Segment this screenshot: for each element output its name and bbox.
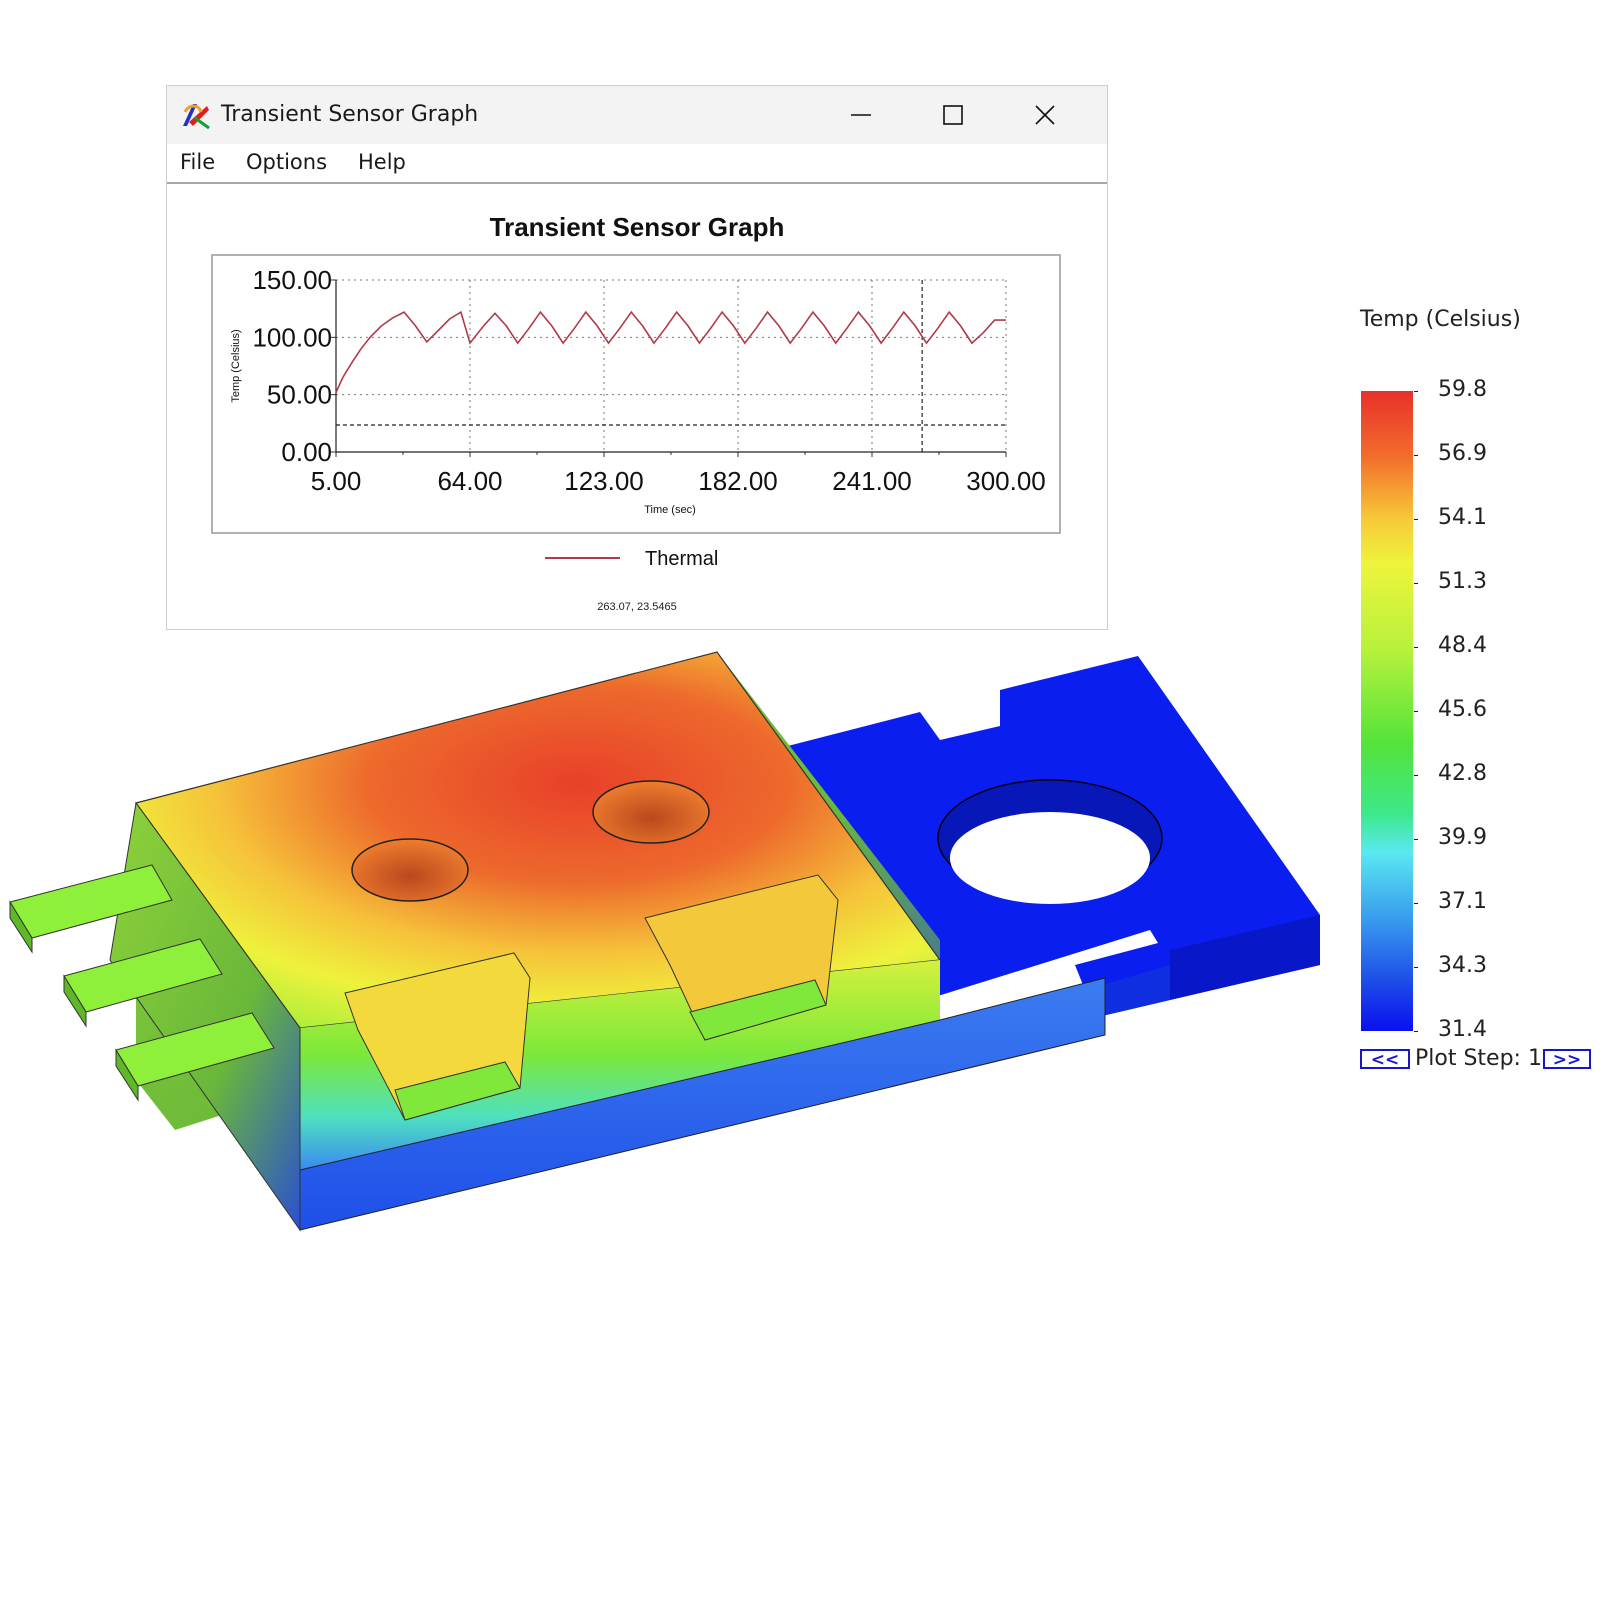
legend-thermal-swatch xyxy=(545,557,620,559)
window-title: Transient Sensor Graph xyxy=(221,102,479,127)
colorbar-title: Temp (Celsius) xyxy=(1360,307,1521,332)
menu-options[interactable]: Options xyxy=(246,150,328,174)
close-icon xyxy=(1035,105,1055,125)
colorbar-tick-label: 31.4 xyxy=(1438,1017,1487,1042)
colorbar-tick-label: 51.3 xyxy=(1438,569,1487,594)
x-tick-label: 300.00 xyxy=(966,466,1046,496)
x-tick-label: 182.00 xyxy=(698,466,778,496)
x-tick-label: 5.00 xyxy=(311,466,362,496)
colorbar-tick-label: 45.6 xyxy=(1438,697,1487,722)
y-tick-label: 150.00 xyxy=(252,265,332,295)
x-tick-label: 123.00 xyxy=(564,466,644,496)
plot-step-label: Plot Step: 1 xyxy=(1415,1046,1542,1071)
x-tick-label: 241.00 xyxy=(832,466,912,496)
y-tick-label: 50.00 xyxy=(267,380,332,410)
colorbar-tick-label: 34.3 xyxy=(1438,953,1487,978)
colorbar-tick-label: 56.9 xyxy=(1438,441,1487,466)
cursor-coordinate-readout: 263.07, 23.5465 xyxy=(597,601,677,613)
colorbar-tick-label: 39.9 xyxy=(1438,825,1487,850)
colorbar-tick-mark xyxy=(1414,583,1418,584)
transient-sensor-chart: 5.00 64.00 123.00 182.00 241.00 300.00 0.00 50.… xyxy=(211,254,1061,534)
colorbar-tick-label: 54.1 xyxy=(1438,505,1487,530)
transient-sensor-graph-window: Transient Sensor Graph File Options Help xyxy=(166,85,1108,630)
colorbar-tick-mark xyxy=(1414,1031,1418,1032)
colorbar-tick-label: 37.1 xyxy=(1438,889,1487,914)
colorbar-tick-mark xyxy=(1414,711,1418,712)
menu-bar: File Options Help xyxy=(167,144,1107,184)
y-tick-label: 0.00 xyxy=(281,437,332,467)
maximize-button[interactable] xyxy=(907,86,999,144)
menu-help[interactable]: Help xyxy=(358,150,406,174)
y-axis-label: Temp (Celsius) xyxy=(230,329,242,402)
colorbar-tick-mark xyxy=(1414,775,1418,776)
colorbar-tick-label: 48.4 xyxy=(1438,633,1487,658)
temperature-colorbar xyxy=(1361,391,1413,1031)
x-tick-label: 64.00 xyxy=(437,466,502,496)
y-tick-label: 100.00 xyxy=(252,322,332,352)
minimize-icon xyxy=(851,114,871,116)
app-logo-icon xyxy=(183,104,210,130)
legend-thermal-label: Thermal xyxy=(645,548,719,570)
x-axis-label: Time (sec) xyxy=(644,504,696,516)
chart-title: Transient Sensor Graph xyxy=(489,212,785,242)
colorbar-tick-mark xyxy=(1414,391,1418,392)
heated-body xyxy=(109,651,1106,1232)
colorbar-tick-mark xyxy=(1414,647,1418,648)
colorbar-tick-mark xyxy=(1414,839,1418,840)
colorbar-tick-mark xyxy=(1414,903,1418,904)
minimize-button[interactable] xyxy=(815,86,907,144)
colorbar-tick-label: 59.8 xyxy=(1438,377,1487,402)
colorbar-tick-mark xyxy=(1414,519,1418,520)
plot-step-next-button[interactable]: >> xyxy=(1543,1049,1591,1069)
colorbar-tick-mark xyxy=(1414,455,1418,456)
plot-step-prev-button[interactable]: << xyxy=(1360,1049,1410,1069)
close-button[interactable] xyxy=(999,86,1091,144)
thermal-model-view[interactable] xyxy=(0,640,1340,1280)
lead-pins xyxy=(9,864,275,1102)
series-line-thermal xyxy=(335,310,1006,393)
colorbar-tick-mark xyxy=(1414,967,1418,968)
maximize-icon xyxy=(943,105,963,125)
colorbar-tick-label: 42.8 xyxy=(1438,761,1487,786)
menu-file[interactable]: File xyxy=(180,150,216,174)
title-bar[interactable]: Transient Sensor Graph xyxy=(167,86,1107,144)
plot-frame xyxy=(211,254,1061,534)
